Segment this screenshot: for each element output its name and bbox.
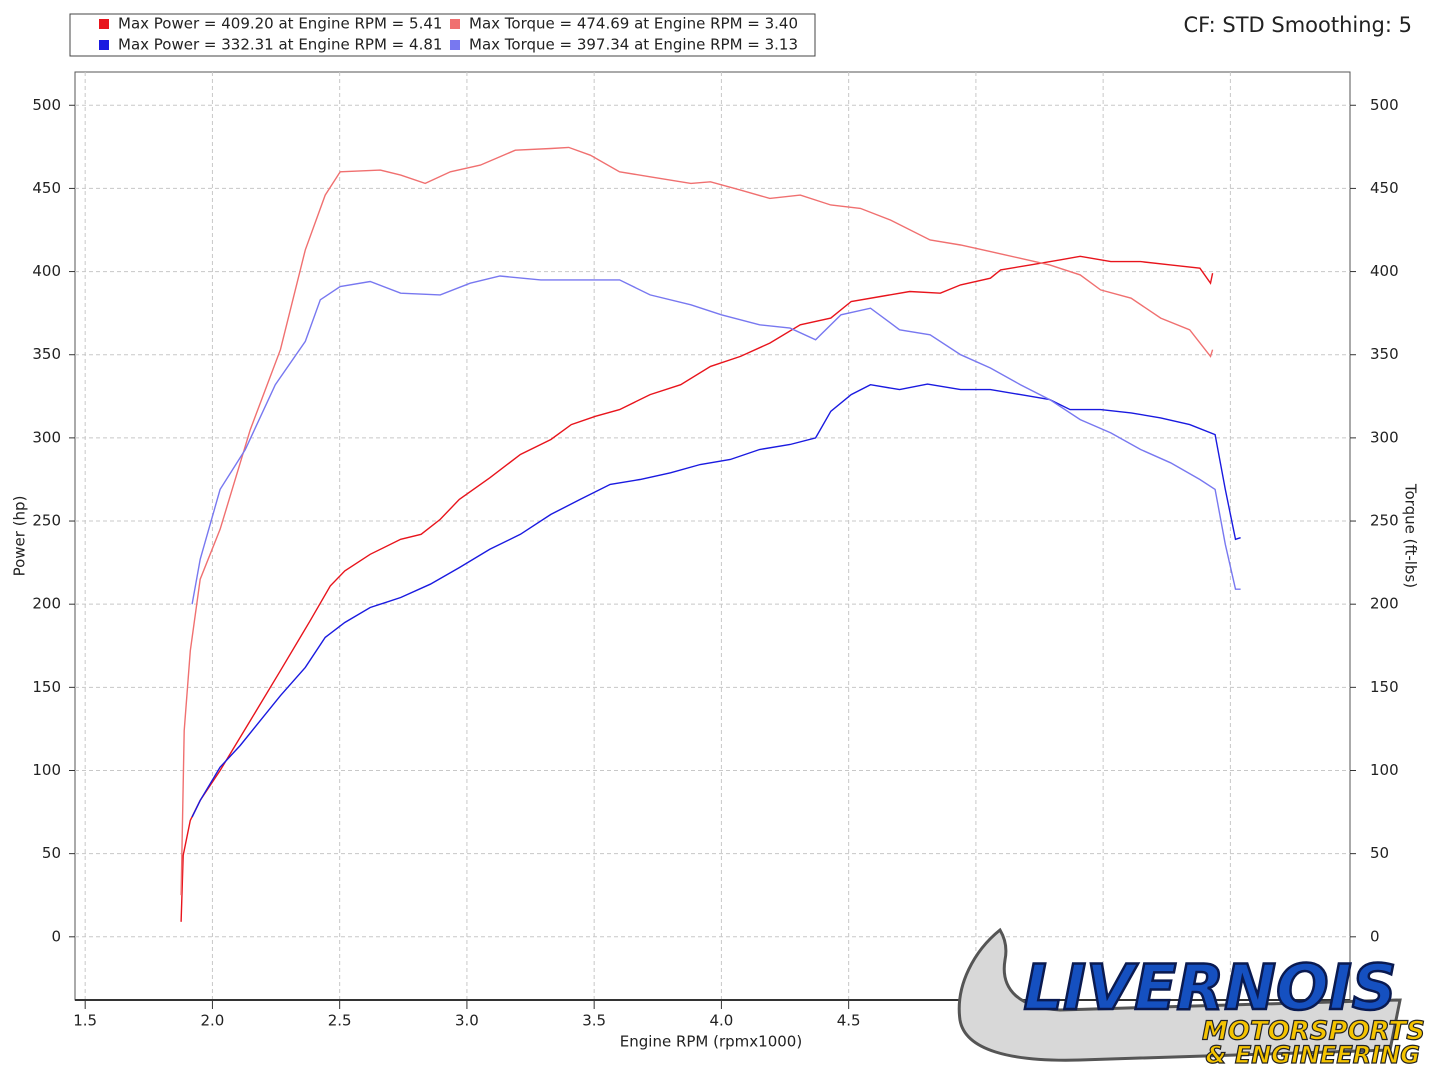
logo-main: LIVERNOIS [1024,951,1397,1024]
y2-tick-label: 500 [1370,96,1399,114]
y2-tick-label: 100 [1370,761,1399,779]
logo: LIVERNOIS MOTORSPORTS & ENGINEERING [957,927,1426,1070]
series-line [180,146,1214,896]
legend-swatch [99,40,109,50]
legend-box [69,13,816,57]
legend-swatch [450,40,460,50]
x-axis-label: Engine RPM (rpmx1000) [620,1033,802,1051]
plot-frame [74,71,1351,1001]
y2-tick-label: 300 [1370,428,1399,446]
y2-tick-label: 150 [1370,678,1399,696]
y-axis-label: Power (hp) [11,496,29,577]
x-tick-label: 3.0 [455,1012,479,1030]
legend-label: Max Torque = 397.34 at Engine RPM = 3.13 [469,36,798,54]
series-line [180,255,1214,922]
x-tick-label: 2.5 [328,1012,352,1030]
legend-swatch [99,19,109,29]
lines [180,146,1241,922]
logo-line: & ENGINEERING [1206,1041,1420,1069]
y2-tick-label: 0 [1370,927,1380,945]
legend-label: Max Power = 332.31 at Engine RPM = 4.81 [118,36,442,54]
y-tick-label: 300 [32,428,61,446]
y-tick-label: 50 [42,844,61,862]
subtitle: CF: STD Smoothing: 5 [1184,13,1412,37]
legend-label: Max Power = 409.20 at Engine RPM = 5.41 [118,15,442,33]
x-tick-label: 1.5 [73,1012,97,1030]
y-tick-label: 200 [32,595,61,613]
y-tick-label: 350 [32,345,61,363]
y2-tick-label: 250 [1370,512,1399,530]
y2-tick-label: 400 [1370,262,1399,280]
x-tick-label: 4.5 [837,1012,861,1030]
y2-axis-label: Torque (ft-lbs) [1402,483,1420,588]
x-tick-label: 2.0 [200,1012,224,1030]
logo-line: MOTORSPORTS [1202,1017,1425,1047]
y-tick-label: 450 [32,179,61,197]
y-tick-label: 500 [32,96,61,114]
y2-tick-label: 450 [1370,179,1399,197]
y-tick-label: 150 [32,678,61,696]
legend: Max Power = 409.20 at Engine RPM = 5.41 M… [99,15,798,54]
legend-swatch [450,19,460,29]
x-tick-label: 4.0 [709,1012,733,1030]
y2-tick-label: 350 [1370,345,1399,363]
y-tick-label: 400 [32,262,61,280]
series-line [191,383,1241,818]
y2-tick-label: 200 [1370,595,1399,613]
logo-swoosh [957,927,1402,1062]
y-tick-label: 0 [51,927,61,945]
series-line [191,275,1241,605]
grid [75,72,1350,1000]
y-tick-label: 100 [32,761,61,779]
legend-label: Max Torque = 474.69 at Engine RPM = 3.40 [469,15,798,33]
y2-tick-label: 50 [1370,844,1389,862]
x-tick-label: 3.5 [582,1012,606,1030]
y-tick-label: 250 [32,512,61,530]
